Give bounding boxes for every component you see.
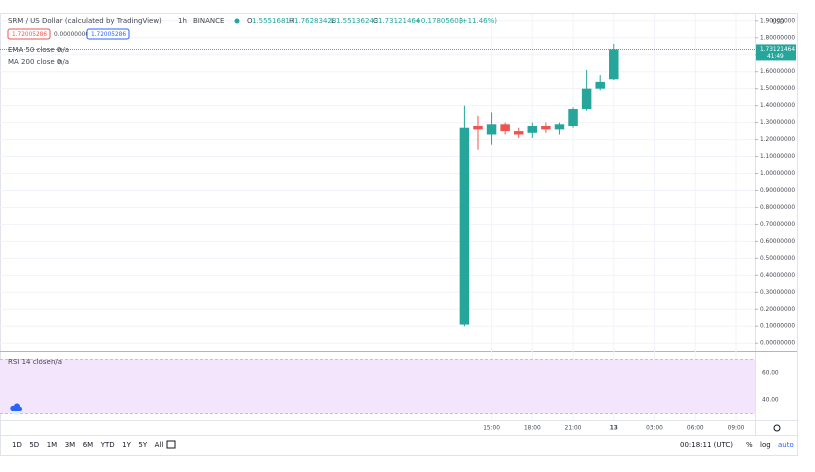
ohlc-key: L	[331, 17, 335, 25]
range-button[interactable]: 5D	[29, 441, 39, 449]
input-value: 0.00000000	[54, 32, 89, 38]
y-tick-label: 0.10000000	[760, 324, 795, 330]
y-tick-label: 1.10000000	[760, 154, 795, 160]
candle-body	[554, 124, 565, 130]
input-value: 1.72005286	[91, 32, 126, 38]
ohlc-value: 1.55136243	[336, 17, 378, 25]
range-button[interactable]: YTD	[100, 441, 115, 449]
range-buttons: 1D 5D 1M 3M 6M YTD 1Y 5Y All	[12, 441, 163, 449]
y-tick-label: 1.40000000	[760, 103, 795, 109]
x-tick-label: 15:00	[483, 426, 500, 432]
y-tick-label: 0.90000000	[760, 188, 795, 194]
last-price-label: 1.73121464	[760, 47, 795, 53]
y-tick-label: 0.00000000	[760, 341, 795, 347]
calendar-icon[interactable]	[166, 440, 176, 449]
y-tick-label: 0.30000000	[760, 290, 795, 296]
x-tick-label: 21:00	[565, 426, 582, 432]
marks	[0, 44, 755, 414]
input-box[interactable]	[7, 28, 51, 40]
input-value: 1.72005286	[12, 32, 47, 38]
candle-body	[541, 126, 551, 130]
ohlc-value: 1.76283428	[294, 17, 336, 25]
ohlc-value: 1.55516817	[252, 17, 294, 25]
indicator-name: MA 200 close 0	[8, 58, 61, 66]
candle-body	[568, 109, 578, 126]
log-toggle[interactable]: log	[760, 441, 771, 449]
y-tick-label: 1.80000000	[760, 35, 795, 41]
last-price-box	[756, 44, 796, 61]
y-tick-label: 0.70000000	[760, 222, 795, 228]
y-tick-label: 0.80000000	[760, 205, 795, 211]
range-button[interactable]: 1M	[47, 441, 58, 449]
change-pct: (+11.46%)	[459, 17, 497, 25]
range-button[interactable]: 6M	[83, 441, 94, 449]
rsi-value: n/a	[51, 358, 62, 366]
candle-body	[581, 88, 592, 110]
x-tick-label: 18:00	[524, 426, 541, 432]
y-tick-label: 0.40000000	[760, 273, 795, 279]
candle-body	[473, 126, 483, 130]
currency: USD	[772, 20, 785, 26]
rsi-name: RSI 14 close	[8, 358, 51, 366]
exchange: BINANCE	[193, 17, 224, 25]
ohlc-value: 1.73121464	[378, 17, 421, 25]
candle-body	[500, 124, 510, 132]
y-tick-label: 0.60000000	[760, 239, 795, 245]
cloud-icon[interactable]	[10, 403, 22, 415]
settings-icon[interactable]	[773, 424, 781, 432]
x-tick-label: 13	[610, 426, 618, 432]
y-tick-label: 1.90000000	[760, 18, 795, 24]
input-box[interactable]	[86, 28, 130, 40]
y-tick-label: 0.50000000	[760, 256, 795, 262]
countdown: 41:49	[767, 54, 784, 60]
y-tick-label: 1.00000000	[760, 171, 795, 177]
cloud	[10, 403, 22, 411]
y-tick-label: 40.00	[762, 398, 779, 404]
interval: 1h	[178, 17, 187, 25]
x-tick-label: 03:00	[646, 426, 663, 432]
y-tick-label: 0.20000000	[760, 307, 795, 313]
candle-body	[513, 131, 524, 135]
clock: 00:18:11 (UTC)	[680, 441, 733, 449]
range-button[interactable]: All	[155, 441, 164, 449]
range-button[interactable]: 3M	[65, 441, 76, 449]
indicator-value: n/a	[58, 58, 69, 66]
range-button[interactable]: 5Y	[138, 441, 147, 449]
y-tick-label: 1.30000000	[760, 120, 795, 126]
range-button[interactable]: 1Y	[122, 441, 131, 449]
grid	[0, 14, 755, 420]
y-tick-label: 1.60000000	[760, 69, 795, 75]
y-tick-label: 60.00	[762, 370, 779, 376]
indicator-name: EMA 50 close 0	[8, 46, 61, 54]
axes: 1.900000001.800000001.700000001.60000000…	[483, 18, 796, 432]
frame	[0, 13, 798, 456]
candle-body	[527, 126, 538, 133]
range-button[interactable]: 1D	[12, 441, 22, 449]
ohlc-key: C	[373, 17, 378, 25]
candle-body	[459, 127, 470, 325]
indicator-value: n/a	[58, 46, 69, 54]
symbol: SRM / US Dollar (calculated by TradingVi…	[8, 17, 162, 25]
candle-body	[595, 81, 605, 89]
percent-toggle[interactable]: %	[746, 441, 753, 449]
ohlc-key: H	[289, 17, 294, 25]
y-tick-label: 1.50000000	[760, 86, 795, 92]
y-tick-label: 1.20000000	[760, 137, 795, 143]
x-tick-label: 06:00	[687, 426, 704, 432]
x-tick-label: 09:00	[728, 426, 745, 432]
candle-body	[609, 49, 619, 80]
auto-toggle[interactable]: auto	[778, 441, 794, 449]
change: +0.17805603	[415, 17, 463, 25]
status-dot	[234, 18, 240, 24]
ohlc-key: O	[247, 17, 253, 25]
rsi-band	[0, 359, 755, 414]
candle-body	[486, 124, 497, 135]
